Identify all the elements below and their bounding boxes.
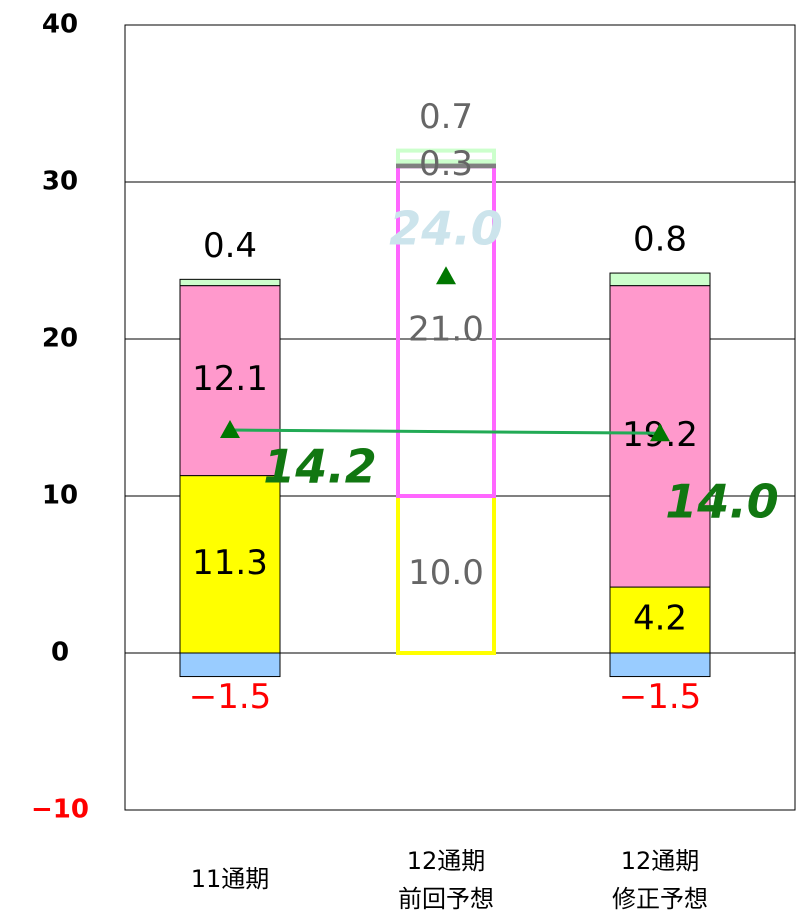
y-tick-label: 40 — [42, 10, 78, 40]
value-label: 11.3 — [192, 543, 268, 583]
value-label: −1.5 — [189, 677, 272, 717]
bar-segment — [609, 272, 711, 287]
bar-segment — [609, 652, 711, 678]
value-label: 0.8 — [633, 220, 687, 260]
total-connector — [229, 428, 661, 435]
x-tick-label: 11通期 — [190, 865, 270, 893]
bar-segment — [179, 278, 281, 287]
bar-segment — [179, 285, 281, 477]
bar-segment — [179, 652, 281, 678]
y-tick-label: 30 — [42, 167, 78, 197]
value-label: 0.4 — [203, 226, 257, 266]
total-marker — [436, 266, 456, 285]
value-label: 0.7 — [419, 97, 473, 137]
total-label: 14.2 — [263, 440, 377, 494]
total-label: 24.0 — [389, 202, 503, 256]
bar-segment — [396, 148, 496, 164]
value-label: 0.3 — [419, 144, 473, 184]
y-tick-label: 0 — [51, 638, 69, 668]
value-label: 10.0 — [408, 553, 484, 593]
x-tick-label: 12通期 修正予想 — [612, 847, 708, 913]
y-tick-label: −10 — [31, 795, 89, 825]
value-label: −1.5 — [619, 677, 702, 717]
bar-segment — [609, 586, 711, 654]
value-label: 12.1 — [192, 359, 268, 399]
total-marker — [220, 420, 240, 439]
y-tick-label: 20 — [42, 324, 78, 354]
total-label: 14.0 — [665, 475, 779, 529]
y-tick-label: 10 — [42, 481, 78, 511]
plot-frame — [124, 24, 796, 811]
value-label: 21.0 — [408, 310, 484, 350]
value-label: 4.2 — [633, 599, 687, 639]
total-marker — [650, 423, 670, 442]
bar-segment — [179, 475, 281, 654]
x-tick-label: 12通期 前回予想 — [398, 847, 494, 913]
